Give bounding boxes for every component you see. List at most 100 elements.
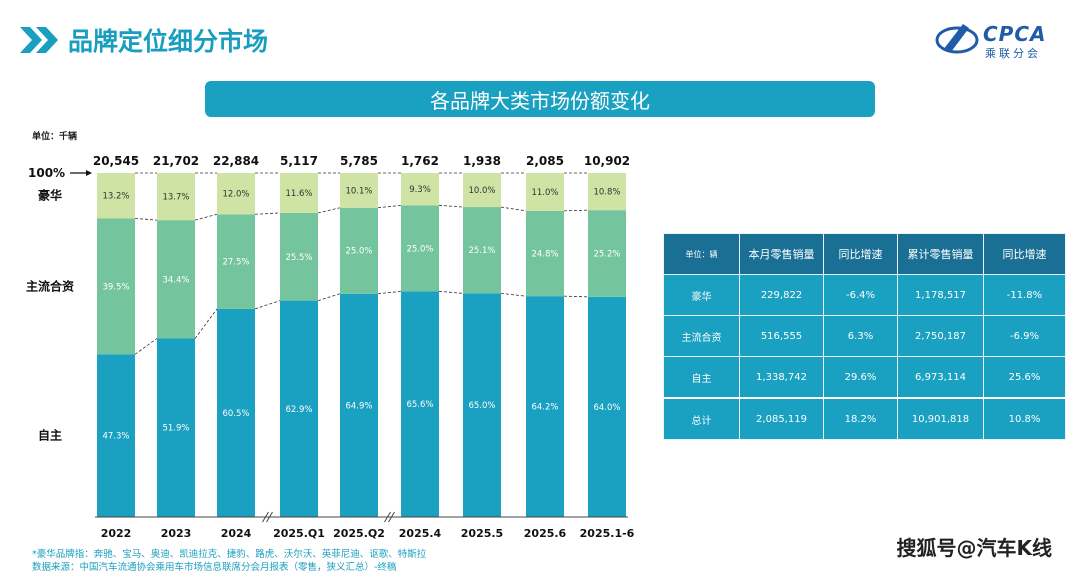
x-tick-label: 2025.6 — [524, 527, 567, 540]
table-cell: -6.4% — [823, 274, 898, 316]
table-cell: 2,750,187 — [897, 315, 984, 357]
total-label: 1,762 — [401, 154, 439, 168]
bar-segment — [463, 207, 501, 294]
bar-segment — [157, 220, 195, 339]
axis-break-mark — [388, 511, 395, 523]
bar-segment — [97, 354, 135, 517]
bar-segment — [463, 173, 501, 208]
data-source-note: 数据来源：中国汽车流通协会乘用车市场信息联席分会月报表（零售，狭义汇总）-终稿 — [32, 562, 397, 573]
table-cell: 516,555 — [739, 315, 824, 357]
data-label: 24.8% — [531, 249, 558, 259]
bar-segment — [526, 173, 564, 211]
bar-segment — [97, 218, 135, 355]
bar-segment — [280, 300, 318, 517]
bars-layer — [97, 173, 626, 517]
connector-line — [563, 209, 589, 212]
x-tick-label: 2025.5 — [461, 527, 503, 540]
axis-break-mark — [262, 511, 269, 523]
axis-break-mark — [384, 511, 391, 523]
table-cell: 1,338,742 — [739, 356, 824, 399]
data-label: 10.8% — [593, 188, 620, 198]
table-row: 豪华 229,822 -6.4% 1,178,517 -11.8% — [663, 274, 1066, 316]
x-tick-label: 2023 — [161, 527, 192, 540]
table-header-row: 单位：辆 本月零售销量 同比增速 累计零售销量 同比增速 — [663, 233, 1066, 275]
table-cell: -6.9% — [983, 315, 1066, 357]
table-cell: 自主 — [663, 356, 740, 399]
data-label: 64.0% — [593, 403, 620, 413]
x-tick-label: 2025.4 — [399, 527, 442, 540]
chart-banner: 各品牌大类市场份额变化 — [205, 81, 875, 117]
data-label: 25.0% — [406, 244, 433, 254]
connector-line — [438, 204, 464, 208]
bar-segment — [588, 210, 626, 297]
logo-subtitle: 乘联分会 — [985, 47, 1041, 60]
data-label: 39.5% — [102, 282, 129, 292]
connector-line — [194, 213, 218, 221]
table-cell: 10,901,818 — [897, 397, 984, 440]
data-label: 64.2% — [531, 403, 558, 413]
connector-line — [500, 293, 527, 297]
connector-line — [317, 207, 341, 214]
table-cell: 18.2% — [823, 397, 898, 440]
bar-segment — [340, 173, 378, 208]
total-label: 20,545 — [93, 154, 139, 168]
bar-segment — [526, 210, 564, 297]
bar-segment — [217, 214, 255, 309]
bar-segment — [217, 173, 255, 215]
data-label: 11.0% — [531, 188, 558, 198]
data-label: 12.0% — [222, 190, 249, 200]
total-label: 5,785 — [340, 154, 378, 168]
data-label: 64.9% — [345, 401, 372, 411]
data-label: 25.0% — [345, 247, 372, 257]
data-label: 9.3% — [409, 185, 431, 195]
stacked-bar-chart: 47.3% 39.5% 13.2% 20,545 2022 51.9% 34.4% 13.7%… — [26, 154, 635, 540]
table-header-cell: 本月零售销量 — [739, 233, 824, 275]
bar-segment — [401, 291, 439, 517]
x-tick-label: 2025.1-6 — [580, 527, 635, 540]
table-header-cell: 同比增速 — [823, 233, 898, 275]
total-label: 2,085 — [526, 154, 564, 168]
table-cell: 1,178,517 — [897, 274, 984, 316]
connector-line — [500, 206, 527, 212]
table-cell: 6.3% — [823, 315, 898, 357]
bar-segment — [217, 308, 255, 517]
bar-segment — [157, 173, 195, 221]
data-label: 25.1% — [468, 246, 495, 256]
data-label: 25.5% — [285, 253, 312, 263]
cpca-logo: CPCA 乘联分会 — [935, 20, 1060, 60]
watermark-text: 搜狐号@汽车K线 — [896, 536, 1053, 560]
data-label: 62.9% — [285, 405, 312, 415]
connector-line — [194, 308, 218, 339]
logo-text: CPCA — [983, 22, 1047, 46]
table-header-cell: 单位：辆 — [663, 233, 740, 275]
table-header-cell: 累计零售销量 — [897, 233, 984, 275]
total-label: 10,902 — [584, 154, 630, 168]
luxury-brand-note: *豪华品牌指：奔驰、宝马、奥迪、凯迪拉克、捷豹、路虎、沃尔沃、英菲尼迪、讴歌、特… — [32, 549, 427, 560]
total-label: 5,117 — [280, 154, 318, 168]
connector-line — [563, 295, 589, 298]
connector-line — [317, 293, 341, 302]
labels-layer: 47.3% 39.5% 13.2% 20,545 2022 51.9% 34.4% 13.7%… — [26, 154, 635, 540]
bar-segment — [401, 205, 439, 292]
bar-segment — [526, 296, 564, 517]
x-tick-label: 2025.Q1 — [273, 527, 325, 540]
table-cell: 豪华 — [663, 274, 740, 316]
bar-segment — [588, 173, 626, 211]
table-cell: 29.6% — [823, 356, 898, 399]
x-tick-label: 2025.Q2 — [333, 527, 385, 540]
data-label: 13.7% — [162, 193, 189, 203]
series-label: 豪华 — [38, 188, 62, 203]
table-cell: 25.6% — [983, 356, 1066, 399]
total-label: 22,884 — [213, 154, 259, 168]
bar-segment — [340, 293, 378, 517]
data-label: 65.0% — [468, 401, 495, 411]
connector-line — [134, 218, 158, 221]
bar-segment — [588, 296, 626, 517]
total-label: 21,702 — [153, 154, 199, 168]
table-cell: -11.8% — [983, 274, 1066, 316]
bar-segment — [97, 173, 135, 219]
connector-line — [438, 290, 464, 294]
double-chevron-icon — [20, 27, 58, 53]
data-label: 11.6% — [285, 189, 312, 199]
data-label: 13.2% — [102, 192, 129, 202]
